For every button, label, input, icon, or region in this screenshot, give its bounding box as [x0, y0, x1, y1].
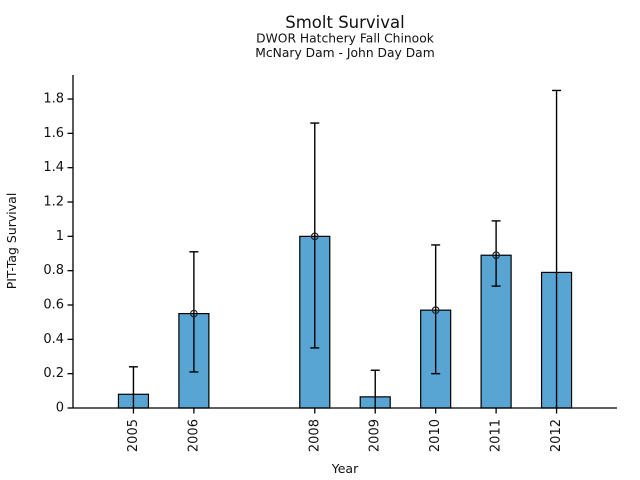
y-tick-label-1.4: 1.4 [43, 160, 64, 175]
y-tick-label-0.8: 0.8 [43, 263, 64, 278]
y-tick-label-0.2: 0.2 [43, 366, 64, 381]
chart-subtitle-line2: McNary Dam - John Day Dam [255, 46, 434, 60]
chart-title: Smolt Survival [285, 13, 404, 32]
chart-subtitle-line1: DWOR Hatchery Fall Chinook [256, 32, 435, 46]
x-tick-label-2012: 2012 [549, 419, 564, 452]
y-tick-label-0: 0 [56, 401, 64, 416]
y-tick-label-1.6: 1.6 [43, 126, 64, 141]
point-marker-2011 [492, 251, 501, 260]
plot-area: 0 0.2 0.4 0.6 0.8 1 1.2 1.4 1.6 1.8 2005 2006 2008 20… [43, 75, 617, 452]
y-tick-label-0.6: 0.6 [43, 298, 64, 313]
y-axis-label: PIT-Tag Survival [4, 193, 19, 290]
point-marker-2006 [189, 309, 198, 318]
y-tick-label-0.4: 0.4 [43, 332, 64, 347]
x-tick-label-2009: 2009 [368, 419, 383, 452]
point-marker-2008 [310, 232, 319, 241]
x-axis-label: Year [331, 461, 359, 476]
point-marker-2010 [431, 306, 440, 315]
x-tick-label-2005: 2005 [126, 419, 141, 452]
x-tick-label-2006: 2006 [186, 419, 201, 452]
y-tick-label-1.8: 1.8 [43, 92, 64, 107]
y-tick-label-1.2: 1.2 [43, 195, 64, 210]
x-tick-label-2008: 2008 [307, 419, 322, 452]
y-tick-label-1: 1 [56, 229, 64, 244]
x-tick-label-2011: 2011 [489, 419, 504, 452]
x-tick-label-2010: 2010 [428, 419, 443, 452]
